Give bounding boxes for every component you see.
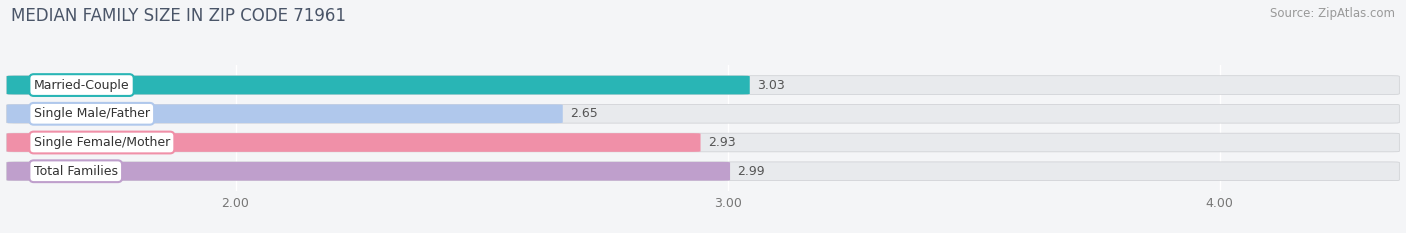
FancyBboxPatch shape [7, 76, 749, 94]
FancyBboxPatch shape [7, 133, 700, 152]
Text: Total Families: Total Families [34, 165, 118, 178]
FancyBboxPatch shape [7, 76, 1399, 94]
Text: 2.99: 2.99 [737, 165, 765, 178]
Text: Married-Couple: Married-Couple [34, 79, 129, 92]
Text: 3.03: 3.03 [756, 79, 785, 92]
Text: MEDIAN FAMILY SIZE IN ZIP CODE 71961: MEDIAN FAMILY SIZE IN ZIP CODE 71961 [11, 7, 346, 25]
FancyBboxPatch shape [7, 104, 562, 123]
FancyBboxPatch shape [7, 162, 730, 181]
FancyBboxPatch shape [7, 133, 1399, 152]
Text: 2.65: 2.65 [569, 107, 598, 120]
FancyBboxPatch shape [7, 162, 1399, 181]
Text: Source: ZipAtlas.com: Source: ZipAtlas.com [1270, 7, 1395, 20]
Text: 2.93: 2.93 [707, 136, 735, 149]
Text: Single Male/Father: Single Male/Father [34, 107, 150, 120]
Text: Single Female/Mother: Single Female/Mother [34, 136, 170, 149]
FancyBboxPatch shape [7, 104, 1399, 123]
